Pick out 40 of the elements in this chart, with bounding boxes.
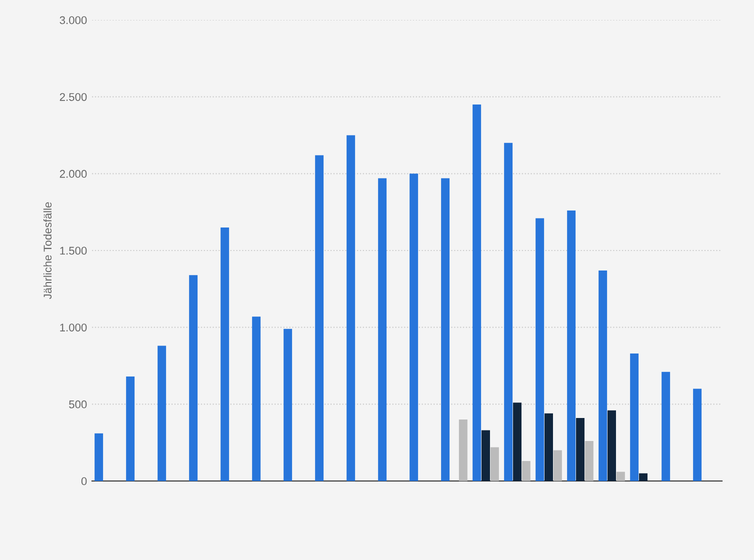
bar: [567, 210, 576, 481]
bar: [553, 450, 562, 481]
y-tick-label: 500: [69, 400, 87, 408]
bar: [158, 346, 166, 481]
bar: [616, 472, 625, 481]
bar: [315, 155, 324, 481]
bar: [252, 316, 261, 481]
bar: [490, 447, 499, 481]
bar: [576, 418, 584, 481]
bar: [662, 372, 670, 481]
y-tick-label: 3.000: [60, 16, 87, 24]
bar: [284, 328, 292, 481]
bar: [608, 410, 616, 481]
bar: [630, 353, 639, 481]
bar: [378, 178, 387, 481]
bar: [126, 376, 135, 481]
y-tick-label: 0: [81, 477, 87, 486]
y-tick-label: 2.500: [60, 93, 87, 101]
bar: [458, 420, 468, 481]
bar: [482, 430, 490, 481]
bar: [220, 227, 230, 481]
bar: [189, 275, 198, 481]
y-axis-title: Jährliche Todesfälle: [43, 202, 52, 300]
bar: [693, 388, 702, 481]
bar: [639, 473, 648, 481]
bar: [472, 104, 482, 481]
bar: [584, 441, 594, 481]
bar: [513, 402, 522, 481]
bar: [94, 433, 104, 481]
bar: [504, 142, 513, 481]
bar: [410, 174, 418, 481]
bar: [522, 461, 530, 481]
bar: [346, 135, 356, 481]
y-tick-label: 1.500: [60, 246, 87, 255]
bar: [441, 178, 450, 481]
bar: [544, 413, 553, 481]
bar: [536, 218, 544, 481]
bar: [598, 270, 608, 481]
y-tick-label: 1.000: [60, 324, 87, 332]
y-tick-label: 2.000: [60, 170, 87, 178]
